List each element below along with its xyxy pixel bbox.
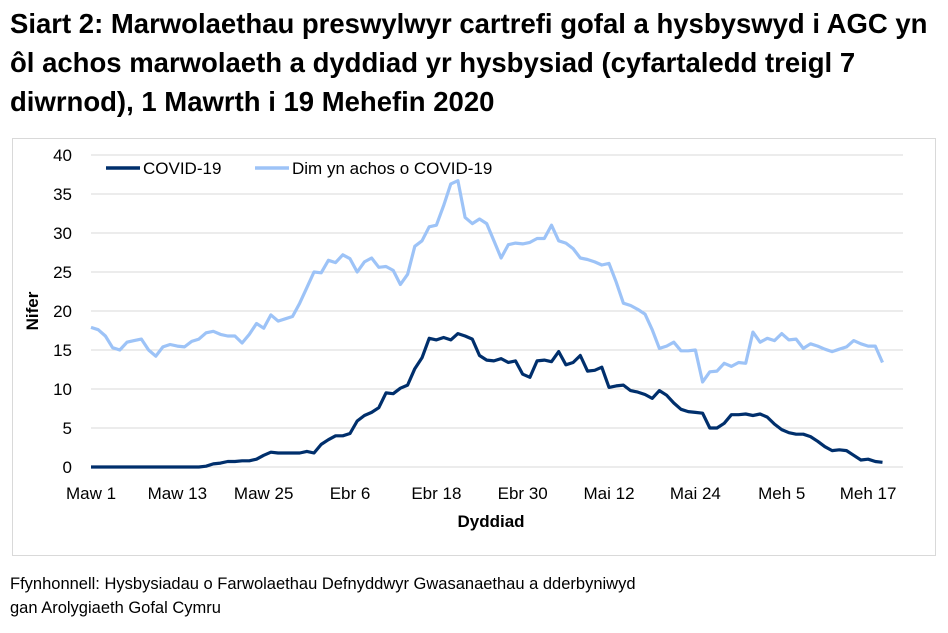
legend-label: Dim yn achos o COVID-19 [292, 159, 492, 178]
x-tick-label: Mai 12 [584, 484, 635, 503]
x-tick-label: Ebr 30 [498, 484, 548, 503]
x-tick-label: Meh 5 [758, 484, 805, 503]
y-tick-label: 35 [53, 185, 72, 204]
y-tick-label: 10 [53, 380, 72, 399]
source-note: Ffynhonnell: Hysbysiadau o Farwolaethau … [10, 572, 636, 620]
y-axis-label: Nifer [23, 291, 42, 330]
x-tick-label: Ebr 6 [330, 484, 371, 503]
y-tick-label: 40 [53, 146, 72, 165]
source-line-1: Ffynhonnell: Hysbysiadau o Farwolaethau … [10, 575, 636, 593]
y-tick-label: 15 [53, 341, 72, 360]
x-tick-label: Maw 1 [66, 484, 116, 503]
x-tick-label: Mai 24 [670, 484, 721, 503]
y-tick-label: 20 [53, 302, 72, 321]
chart-area [12, 138, 936, 556]
y-tick-label: 25 [53, 263, 72, 282]
series-line-non-covid-19 [90, 179, 884, 384]
x-tick-label: Meh 17 [840, 484, 897, 503]
legend-label: COVID-19 [143, 159, 221, 178]
x-tick-label: Maw 25 [234, 484, 294, 503]
x-axis-label: Dyddiad [457, 512, 524, 531]
x-tick-label: Ebr 18 [411, 484, 461, 503]
source-line-2: gan Arolygiaeth Gofal Cymru [10, 599, 221, 617]
y-tick-label: 5 [63, 419, 72, 438]
y-tick-label: 0 [63, 458, 72, 477]
x-tick-label: Maw 13 [148, 484, 208, 503]
y-tick-label: 30 [53, 224, 72, 243]
series-line-covid-19 [91, 332, 883, 469]
chart-title: Siart 2: Marwolaethau preswylwyr cartref… [10, 8, 928, 117]
